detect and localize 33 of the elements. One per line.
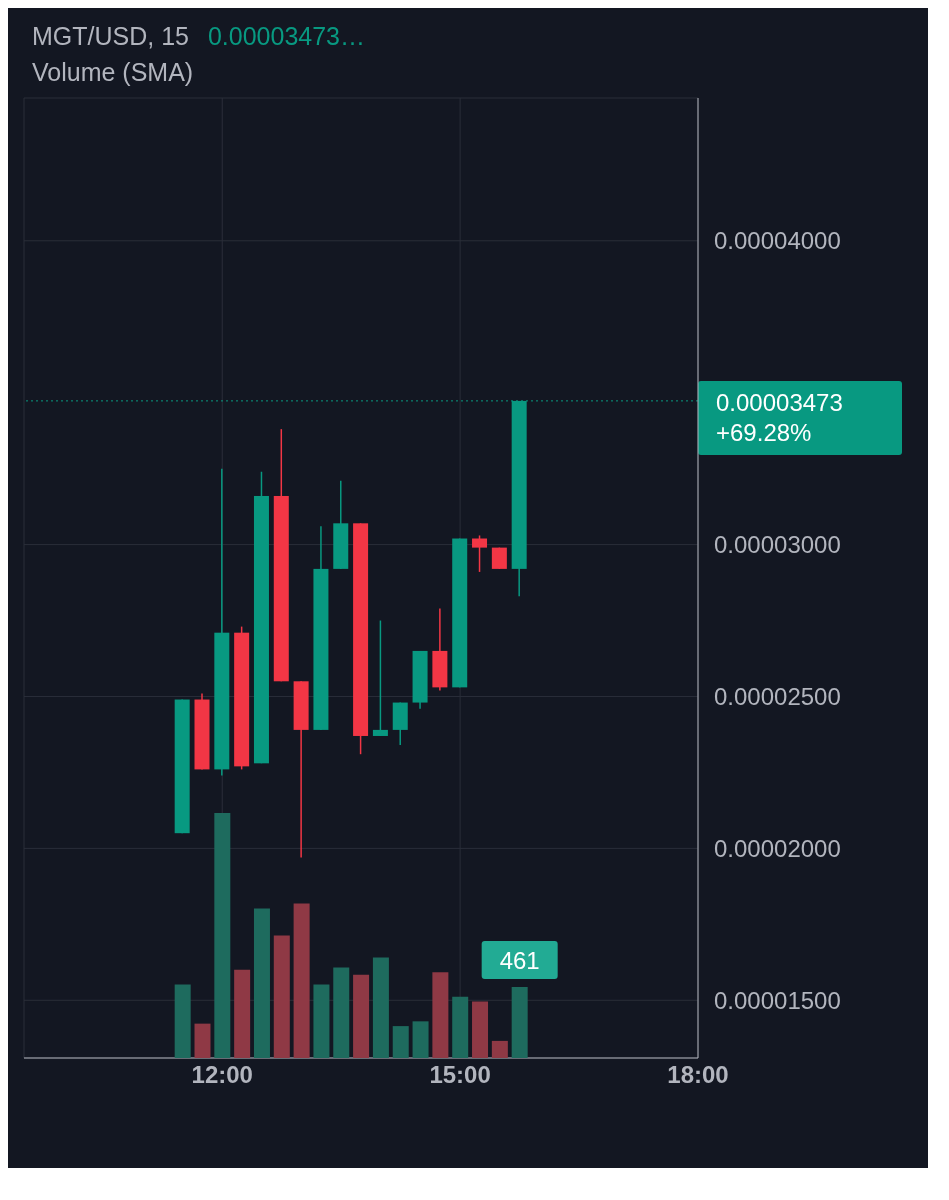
chart-subtitle: Volume (SMA) (32, 58, 194, 87)
bar (472, 1001, 489, 1058)
bar (293, 903, 310, 1058)
bar (253, 908, 270, 1058)
data-label: 461 (499, 946, 540, 974)
bar (353, 974, 370, 1058)
bar (432, 972, 449, 1058)
bar (452, 996, 469, 1058)
y-tick-label: 0.00002500 (714, 683, 841, 710)
candlestick (372, 619, 388, 737)
x-tick-label: 15:00 (429, 1061, 491, 1089)
bar (372, 957, 389, 1058)
bar (214, 813, 231, 1058)
y-tick-label: 0.00002000 (714, 834, 841, 862)
y-tick-label: 0.00001500 (714, 986, 841, 1014)
x-tick-label: 12:00 (191, 1061, 253, 1089)
text: 0.00003473… (207, 22, 366, 50)
bar (491, 1040, 508, 1058)
bar (392, 1026, 409, 1058)
y-tick-label: 0.00003000 (714, 531, 841, 559)
y-tick-label: 0.00004000 (714, 227, 841, 255)
ref-line-label: 0.00003473 +69.28% (716, 388, 843, 446)
bar (511, 986, 528, 1058)
x-tick-label: 18:00 (667, 1061, 729, 1089)
bar (313, 984, 330, 1058)
bar (412, 1021, 429, 1058)
chart-title: MGT/USD, 15 (32, 22, 189, 50)
bar (234, 969, 251, 1058)
bar (194, 1023, 211, 1058)
bar (174, 984, 191, 1058)
bar (273, 935, 290, 1058)
candlestick (472, 534, 488, 573)
bar (333, 967, 350, 1058)
